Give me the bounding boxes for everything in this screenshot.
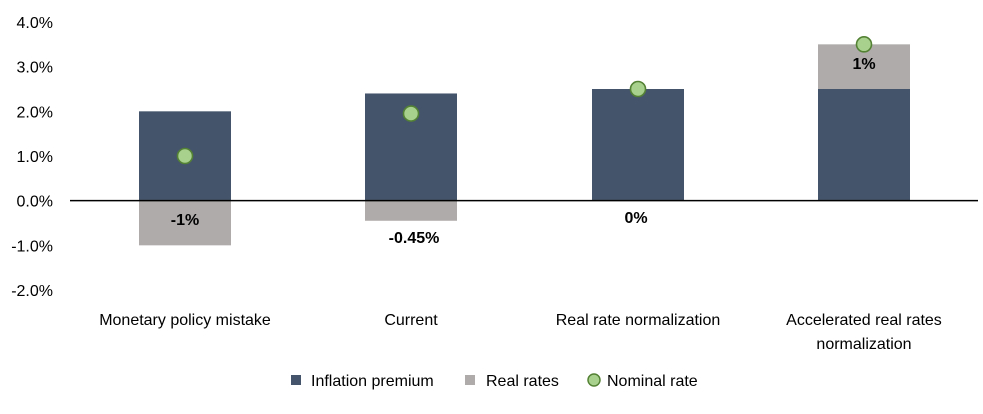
nominal-rate-markers	[176, 36, 873, 165]
nominal-rate-point	[855, 36, 873, 53]
real-rate-data-label: -0.45%	[389, 230, 440, 247]
real-rate-data-label: 0%	[624, 210, 647, 227]
category-label: Accelerated real rates	[786, 312, 942, 329]
category-label: Monetary policy mistake	[99, 312, 271, 329]
y-tick-label: 0.0%	[17, 194, 53, 211]
inflation-premium-bar	[592, 89, 684, 201]
legend-swatch	[587, 373, 601, 387]
bars	[139, 44, 910, 246]
real-rates-bar	[139, 200, 231, 246]
real-rates-bar	[365, 200, 457, 221]
category-label: normalization	[816, 336, 911, 353]
nominal-rate-point	[176, 147, 194, 165]
y-tick-label: -1.0%	[11, 238, 53, 255]
nominal-rate-point	[402, 105, 420, 122]
nominal-rate-point	[629, 80, 647, 98]
category-label: Real rate normalization	[556, 312, 721, 329]
legend-label: Real rates	[486, 373, 559, 390]
data-labels: -1% -0.45% 0% 1%	[171, 56, 876, 247]
legend-item: Real rates	[465, 373, 559, 390]
y-tick-label: 4.0%	[17, 15, 53, 32]
y-tick-label: -2.0%	[11, 283, 53, 300]
legend-swatch	[291, 375, 301, 385]
y-tick-label: 3.0%	[17, 60, 53, 77]
legend-label: Nominal rate	[607, 373, 698, 390]
category-labels: Monetary policy mistake Current Real rate …	[99, 312, 942, 353]
legend-swatch	[465, 375, 475, 385]
y-tick-label: 2.0%	[17, 104, 53, 121]
category-label: Current	[384, 312, 438, 329]
real-rate-data-label: 1%	[852, 56, 875, 73]
real-rate-data-label: -1%	[171, 212, 199, 229]
y-tick-label: 1.0%	[17, 149, 53, 166]
legend-label: Inflation premium	[311, 373, 434, 390]
legend-item: Inflation premium	[291, 373, 434, 390]
y-axis: -2.0% -1.0% 0.0% 1.0% 2.0% 3.0% 4.0%	[11, 15, 53, 300]
inflation-premium-bar	[818, 89, 910, 201]
legend-item: Nominal rate	[587, 373, 698, 390]
legend: Inflation premium Real rates Nominal rate	[291, 373, 698, 390]
